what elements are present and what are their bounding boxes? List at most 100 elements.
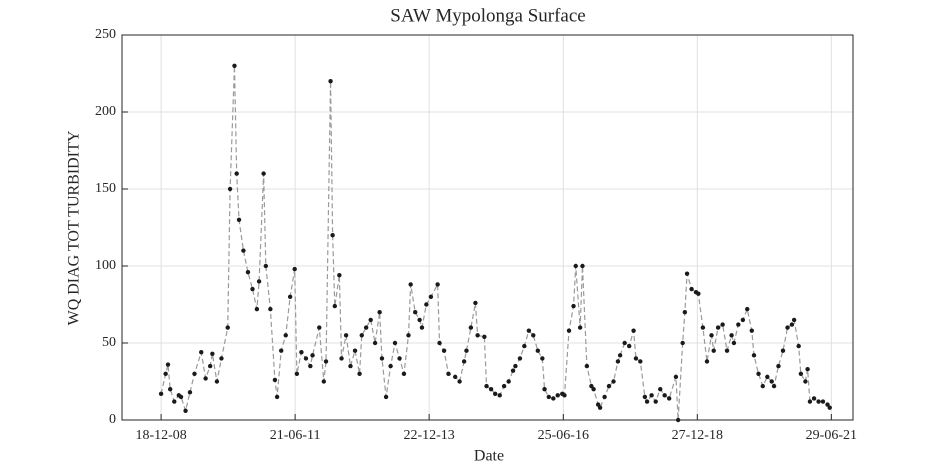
data-point [437,340,442,346]
data-point [531,333,536,338]
data-point [631,328,636,333]
data-point [562,393,567,398]
data-point [591,387,596,392]
data-point [709,333,714,338]
data-point [633,356,639,361]
data-point [254,306,260,312]
data-point [310,353,315,358]
data-point [163,371,168,376]
data-point [417,317,422,323]
data-point [517,356,523,361]
data-point [606,383,612,389]
data-point [359,333,364,338]
data-point [199,350,204,355]
data-point [811,396,817,401]
data-point [328,79,333,84]
data-point [756,371,761,376]
data-point [729,333,734,338]
data-point [724,348,730,353]
data-point [401,371,407,376]
data-point [279,348,284,353]
data-point [323,359,329,364]
data-point [372,340,378,346]
data-point [513,363,518,369]
data-point [332,303,338,309]
data-point [397,356,402,361]
data-point [666,396,672,401]
y-tick-label: 50 [102,335,116,350]
data-point [352,348,358,353]
data-point [566,328,572,333]
data-point [167,387,173,392]
data-point [406,333,411,338]
data-point [577,325,583,330]
data-point [615,359,621,364]
data-point [535,348,541,353]
data-point [214,379,220,384]
data-point [700,325,706,330]
data-point [649,393,654,398]
data-point [488,387,494,392]
data-point [299,350,304,355]
data-point [731,340,737,346]
data-point [580,263,585,269]
data-point [263,263,269,269]
data-point [287,294,293,299]
data-point [780,348,786,353]
y-tick-label: 0 [109,412,116,427]
data-point [268,306,273,312]
data-point [245,269,251,275]
data-point [457,379,462,384]
data-point [776,363,781,369]
data-line [160,65,831,421]
data-point [207,363,213,369]
data-point [696,291,701,296]
data-point [210,351,215,356]
x-tick-label: 29-06-21 [806,428,857,443]
data-point [227,186,233,192]
data-point [751,353,757,358]
data-point [363,325,369,330]
x-axis-label: Date [474,448,504,465]
data-point [684,271,690,276]
data-point [540,356,545,361]
data-point [236,217,242,222]
data-point [379,356,385,361]
x-tick-label: 21-06-11 [270,428,321,443]
data-point [256,279,262,284]
data-point [424,302,429,307]
data-point [638,359,643,364]
data-point [441,348,447,353]
data-point [526,328,532,333]
data-point [611,379,616,384]
data-point [187,390,193,395]
data-point [172,399,177,404]
data-point [689,286,694,292]
data-point [745,306,750,312]
data-point [642,394,648,400]
data-point [825,402,830,407]
data-point [675,417,681,423]
data-point [597,405,603,410]
data-point [348,363,353,369]
data-point [749,328,754,333]
data-point [343,333,349,338]
x-tick-label: 25-06-16 [538,428,589,443]
data-point [446,371,451,376]
data-point [827,405,832,410]
x-tick-label: 18-12-08 [135,428,186,443]
data-point [261,171,266,176]
data-point [419,325,425,330]
data-point [720,322,725,327]
data-point [482,334,487,340]
data-point [501,383,507,389]
data-point [165,362,171,367]
data-point [475,333,480,338]
data-point [798,371,804,376]
data-point [473,300,478,306]
data-point [339,356,344,361]
plot-frame [121,34,854,421]
y-tick-label: 100 [95,258,116,273]
data-point [303,356,309,361]
data-point [337,273,342,278]
